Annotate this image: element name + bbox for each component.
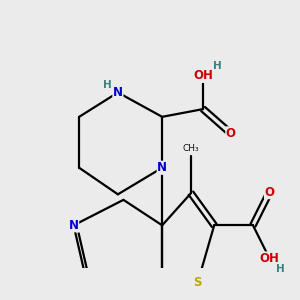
Text: OH: OH bbox=[260, 252, 280, 265]
Text: H: H bbox=[103, 80, 111, 90]
Text: N: N bbox=[69, 219, 79, 232]
Text: CH₃: CH₃ bbox=[183, 144, 199, 153]
Text: O: O bbox=[226, 127, 236, 140]
Text: H: H bbox=[276, 264, 285, 274]
Text: S: S bbox=[193, 276, 202, 290]
Text: H: H bbox=[213, 61, 221, 71]
Text: O: O bbox=[265, 186, 275, 199]
Text: OH: OH bbox=[193, 69, 213, 82]
Text: N: N bbox=[157, 161, 167, 174]
Text: N: N bbox=[113, 86, 123, 99]
